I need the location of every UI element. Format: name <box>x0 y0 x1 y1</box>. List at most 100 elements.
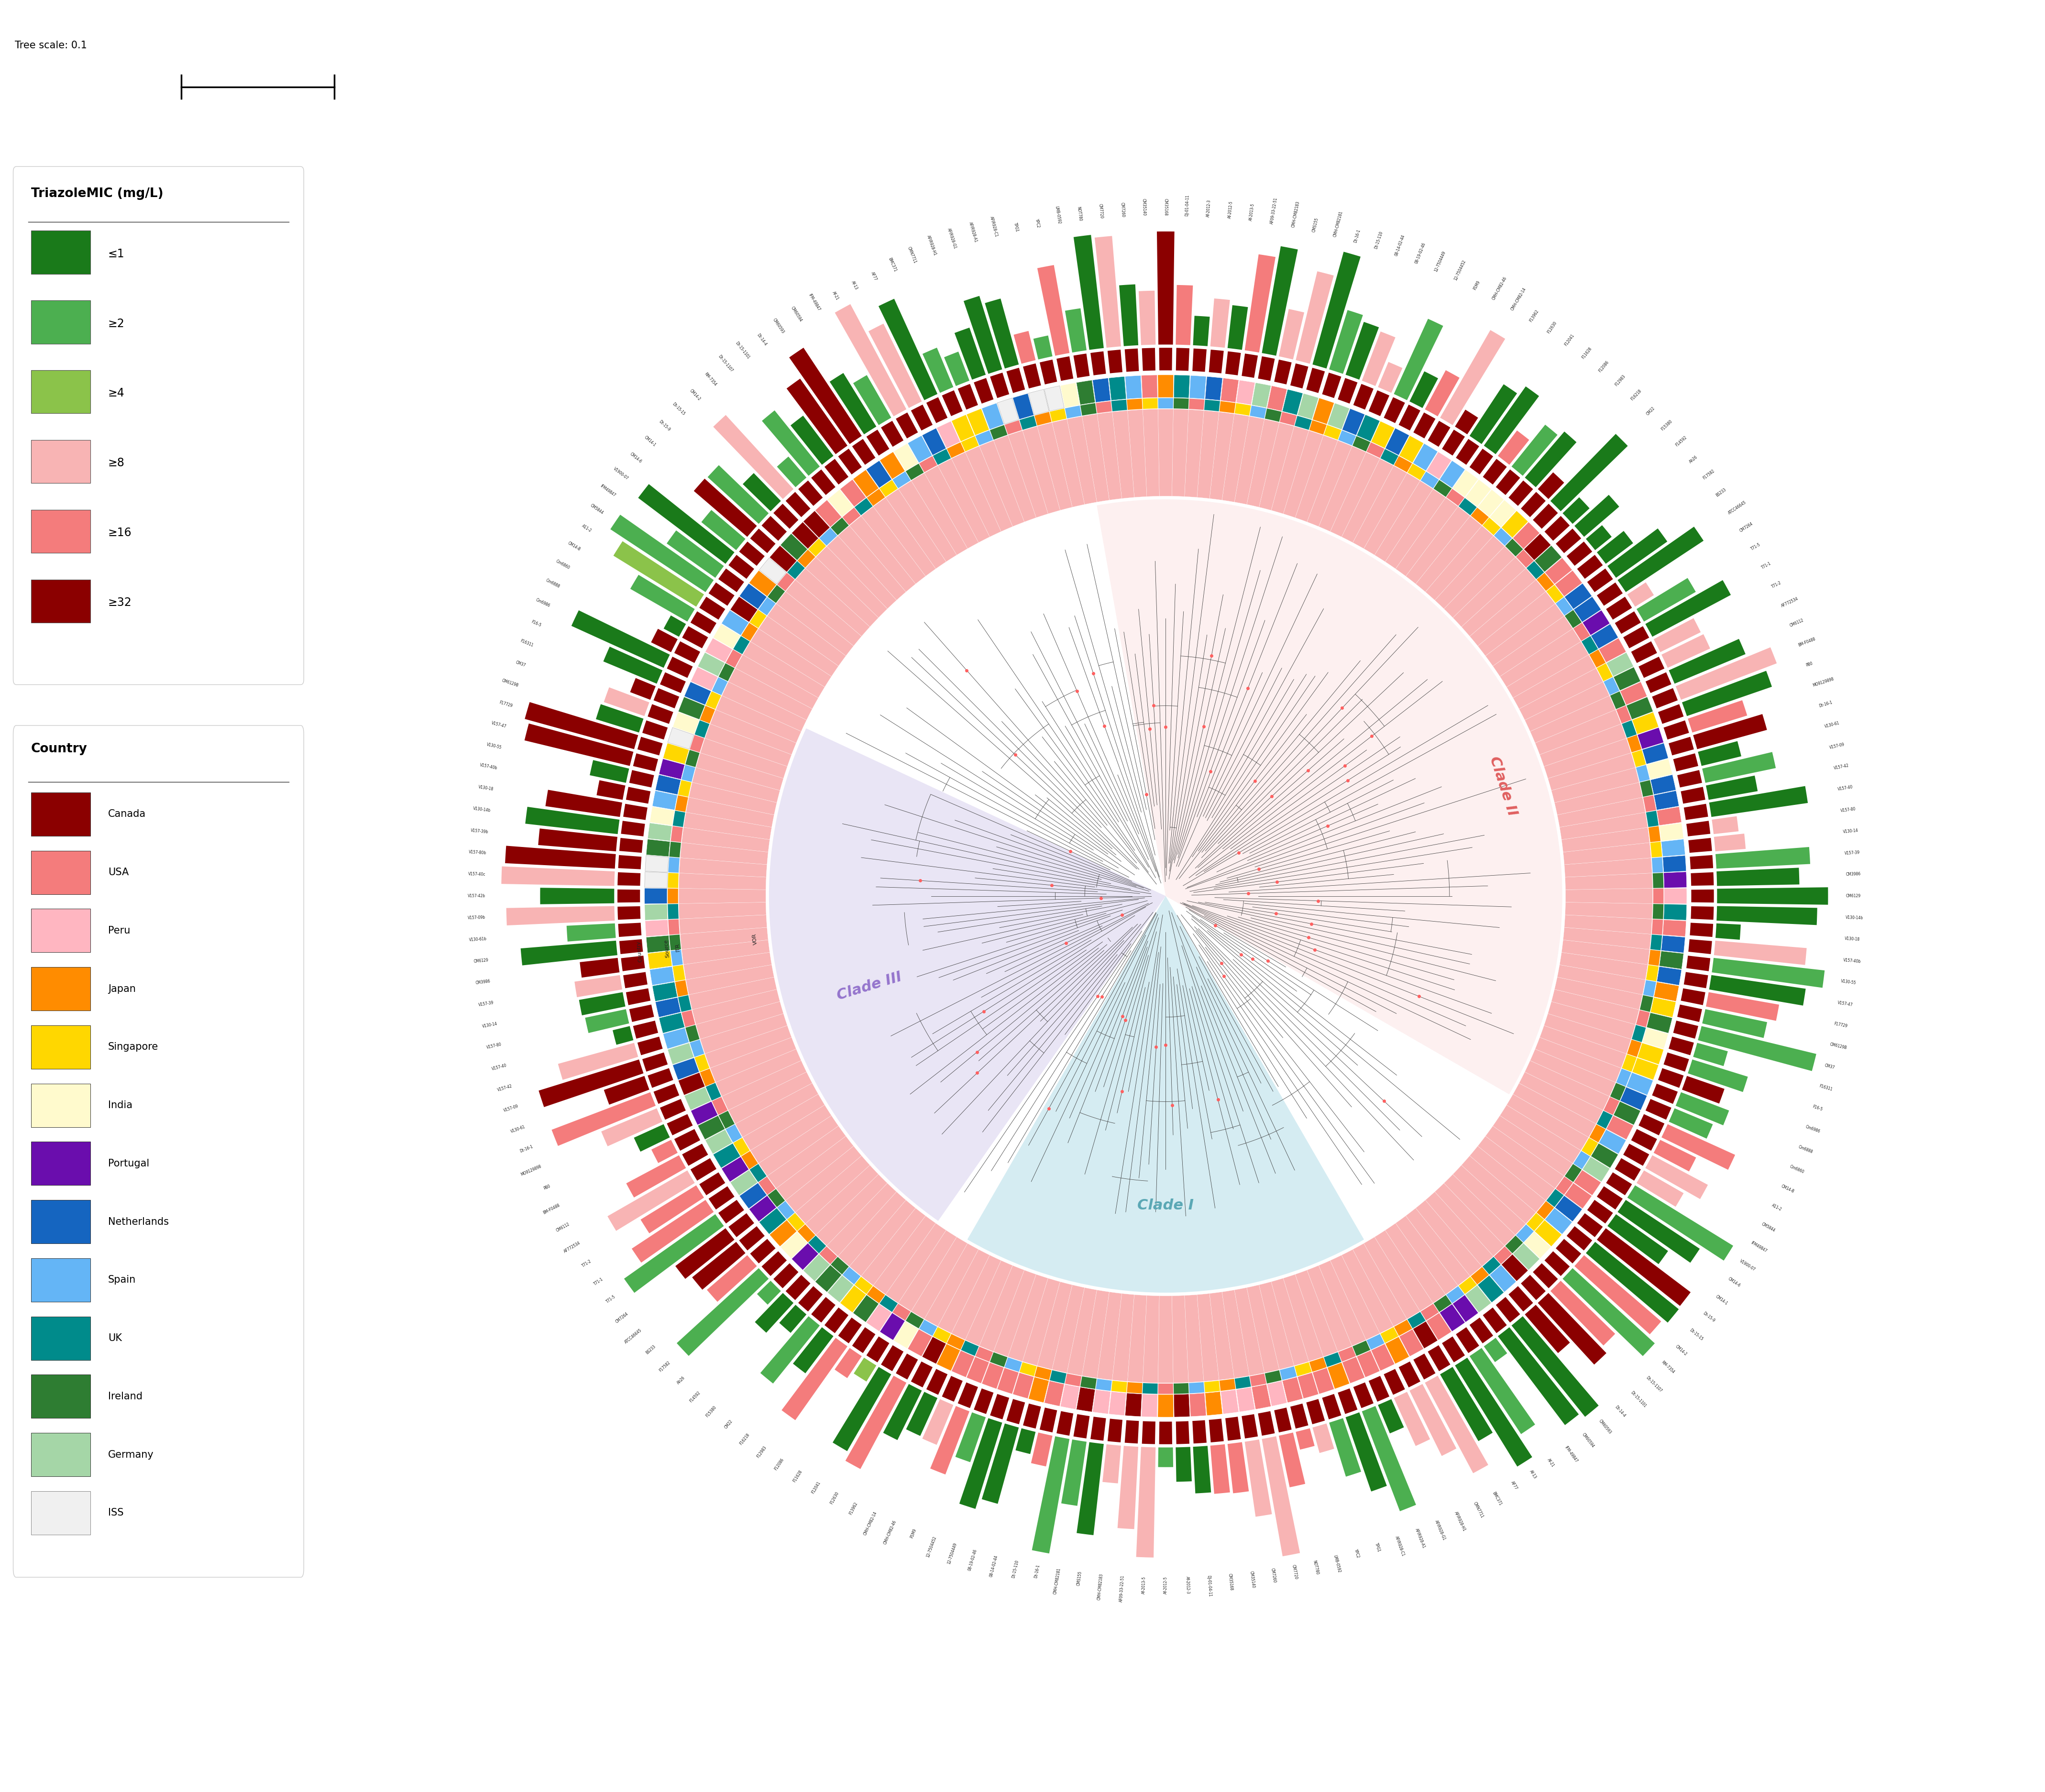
Text: T71-1: T71-1 <box>593 1276 603 1287</box>
Wedge shape <box>1092 378 1110 403</box>
Text: CM7260: CM7260 <box>1121 202 1125 217</box>
Wedge shape <box>1564 1165 1581 1183</box>
Text: Af-13: Af-13 <box>1528 1469 1538 1480</box>
Wedge shape <box>667 1115 693 1136</box>
Wedge shape <box>1689 855 1714 869</box>
Wedge shape <box>1327 1362 1350 1389</box>
Wedge shape <box>781 1231 808 1258</box>
Text: V157-47: V157-47 <box>1836 1000 1853 1007</box>
Wedge shape <box>1039 360 1057 385</box>
Wedge shape <box>894 1321 918 1349</box>
Wedge shape <box>1675 647 1777 701</box>
Text: CM35168: CM35168 <box>1164 199 1168 215</box>
Wedge shape <box>804 511 830 538</box>
Wedge shape <box>1282 1274 1323 1362</box>
Wedge shape <box>1008 430 1049 518</box>
Wedge shape <box>691 1102 718 1125</box>
Wedge shape <box>779 1305 806 1333</box>
Wedge shape <box>1440 1367 1493 1441</box>
Text: CM60594: CM60594 <box>789 306 804 323</box>
Wedge shape <box>943 1376 963 1401</box>
Wedge shape <box>742 642 824 697</box>
Wedge shape <box>1614 1102 1640 1125</box>
Wedge shape <box>755 1294 793 1333</box>
Wedge shape <box>1245 254 1276 353</box>
Wedge shape <box>982 1362 1004 1389</box>
Text: CM22: CM22 <box>1646 407 1656 416</box>
Wedge shape <box>691 1242 746 1290</box>
Wedge shape <box>1313 398 1333 425</box>
Wedge shape <box>1051 419 1084 507</box>
Wedge shape <box>838 525 906 600</box>
Wedge shape <box>1045 385 1063 410</box>
Wedge shape <box>683 1143 708 1167</box>
Wedge shape <box>1127 1382 1143 1394</box>
Wedge shape <box>708 1254 757 1301</box>
Wedge shape <box>689 977 777 1009</box>
Text: LMB-0592: LMB-0592 <box>1055 206 1061 224</box>
Wedge shape <box>1470 1348 1536 1434</box>
Wedge shape <box>1029 1376 1049 1403</box>
Wedge shape <box>1125 348 1139 371</box>
Wedge shape <box>1636 1170 1683 1206</box>
Text: F13962: F13962 <box>849 1502 859 1516</box>
Wedge shape <box>1307 1400 1325 1425</box>
Wedge shape <box>734 636 751 654</box>
Wedge shape <box>1554 570 1583 597</box>
Wedge shape <box>1221 1389 1239 1414</box>
Wedge shape <box>1499 1106 1581 1163</box>
Wedge shape <box>648 952 673 969</box>
Wedge shape <box>1160 1421 1172 1444</box>
Wedge shape <box>982 403 1004 430</box>
Wedge shape <box>1241 353 1258 378</box>
Wedge shape <box>1427 421 1450 446</box>
Wedge shape <box>1190 376 1207 400</box>
Wedge shape <box>1337 1346 1356 1362</box>
Wedge shape <box>1274 1407 1292 1432</box>
Wedge shape <box>667 656 693 677</box>
Wedge shape <box>767 604 847 667</box>
Text: ISS: ISS <box>108 1509 123 1518</box>
Wedge shape <box>595 704 644 733</box>
Wedge shape <box>663 744 689 763</box>
Text: V130-61: V130-61 <box>511 1124 526 1134</box>
Wedge shape <box>1683 971 1708 987</box>
Wedge shape <box>1665 905 1687 921</box>
Wedge shape <box>1094 237 1121 348</box>
Wedge shape <box>630 1005 654 1021</box>
Wedge shape <box>1644 796 1656 812</box>
Wedge shape <box>1143 1383 1157 1394</box>
Wedge shape <box>990 1353 1008 1367</box>
Wedge shape <box>1585 1242 1679 1322</box>
Wedge shape <box>1456 1328 1479 1353</box>
Wedge shape <box>1638 1043 1665 1064</box>
Wedge shape <box>757 1281 781 1305</box>
Wedge shape <box>683 812 771 840</box>
Wedge shape <box>658 1012 685 1034</box>
Text: Cm6986: Cm6986 <box>1806 1124 1820 1134</box>
Wedge shape <box>1082 414 1108 502</box>
Wedge shape <box>930 1407 969 1475</box>
Wedge shape <box>1352 1244 1407 1326</box>
Wedge shape <box>718 663 734 681</box>
Wedge shape <box>830 1256 849 1274</box>
Wedge shape <box>1650 842 1663 857</box>
Wedge shape <box>618 907 640 919</box>
Wedge shape <box>738 541 765 566</box>
Wedge shape <box>789 348 861 444</box>
Wedge shape <box>1033 1435 1070 1554</box>
Text: A11-2: A11-2 <box>1771 1202 1783 1211</box>
Text: TPG1: TPG1 <box>1012 222 1018 233</box>
Wedge shape <box>1020 416 1037 430</box>
Wedge shape <box>980 441 1025 527</box>
Wedge shape <box>791 1244 818 1271</box>
Wedge shape <box>867 489 885 505</box>
Wedge shape <box>699 1014 787 1054</box>
Wedge shape <box>1669 1107 1714 1138</box>
Wedge shape <box>1552 989 1640 1025</box>
Wedge shape <box>982 1423 1018 1503</box>
Text: CM37: CM37 <box>1824 1063 1834 1070</box>
Wedge shape <box>1493 616 1573 676</box>
Text: CM35140: CM35140 <box>1249 1572 1256 1588</box>
Wedge shape <box>685 1025 699 1043</box>
